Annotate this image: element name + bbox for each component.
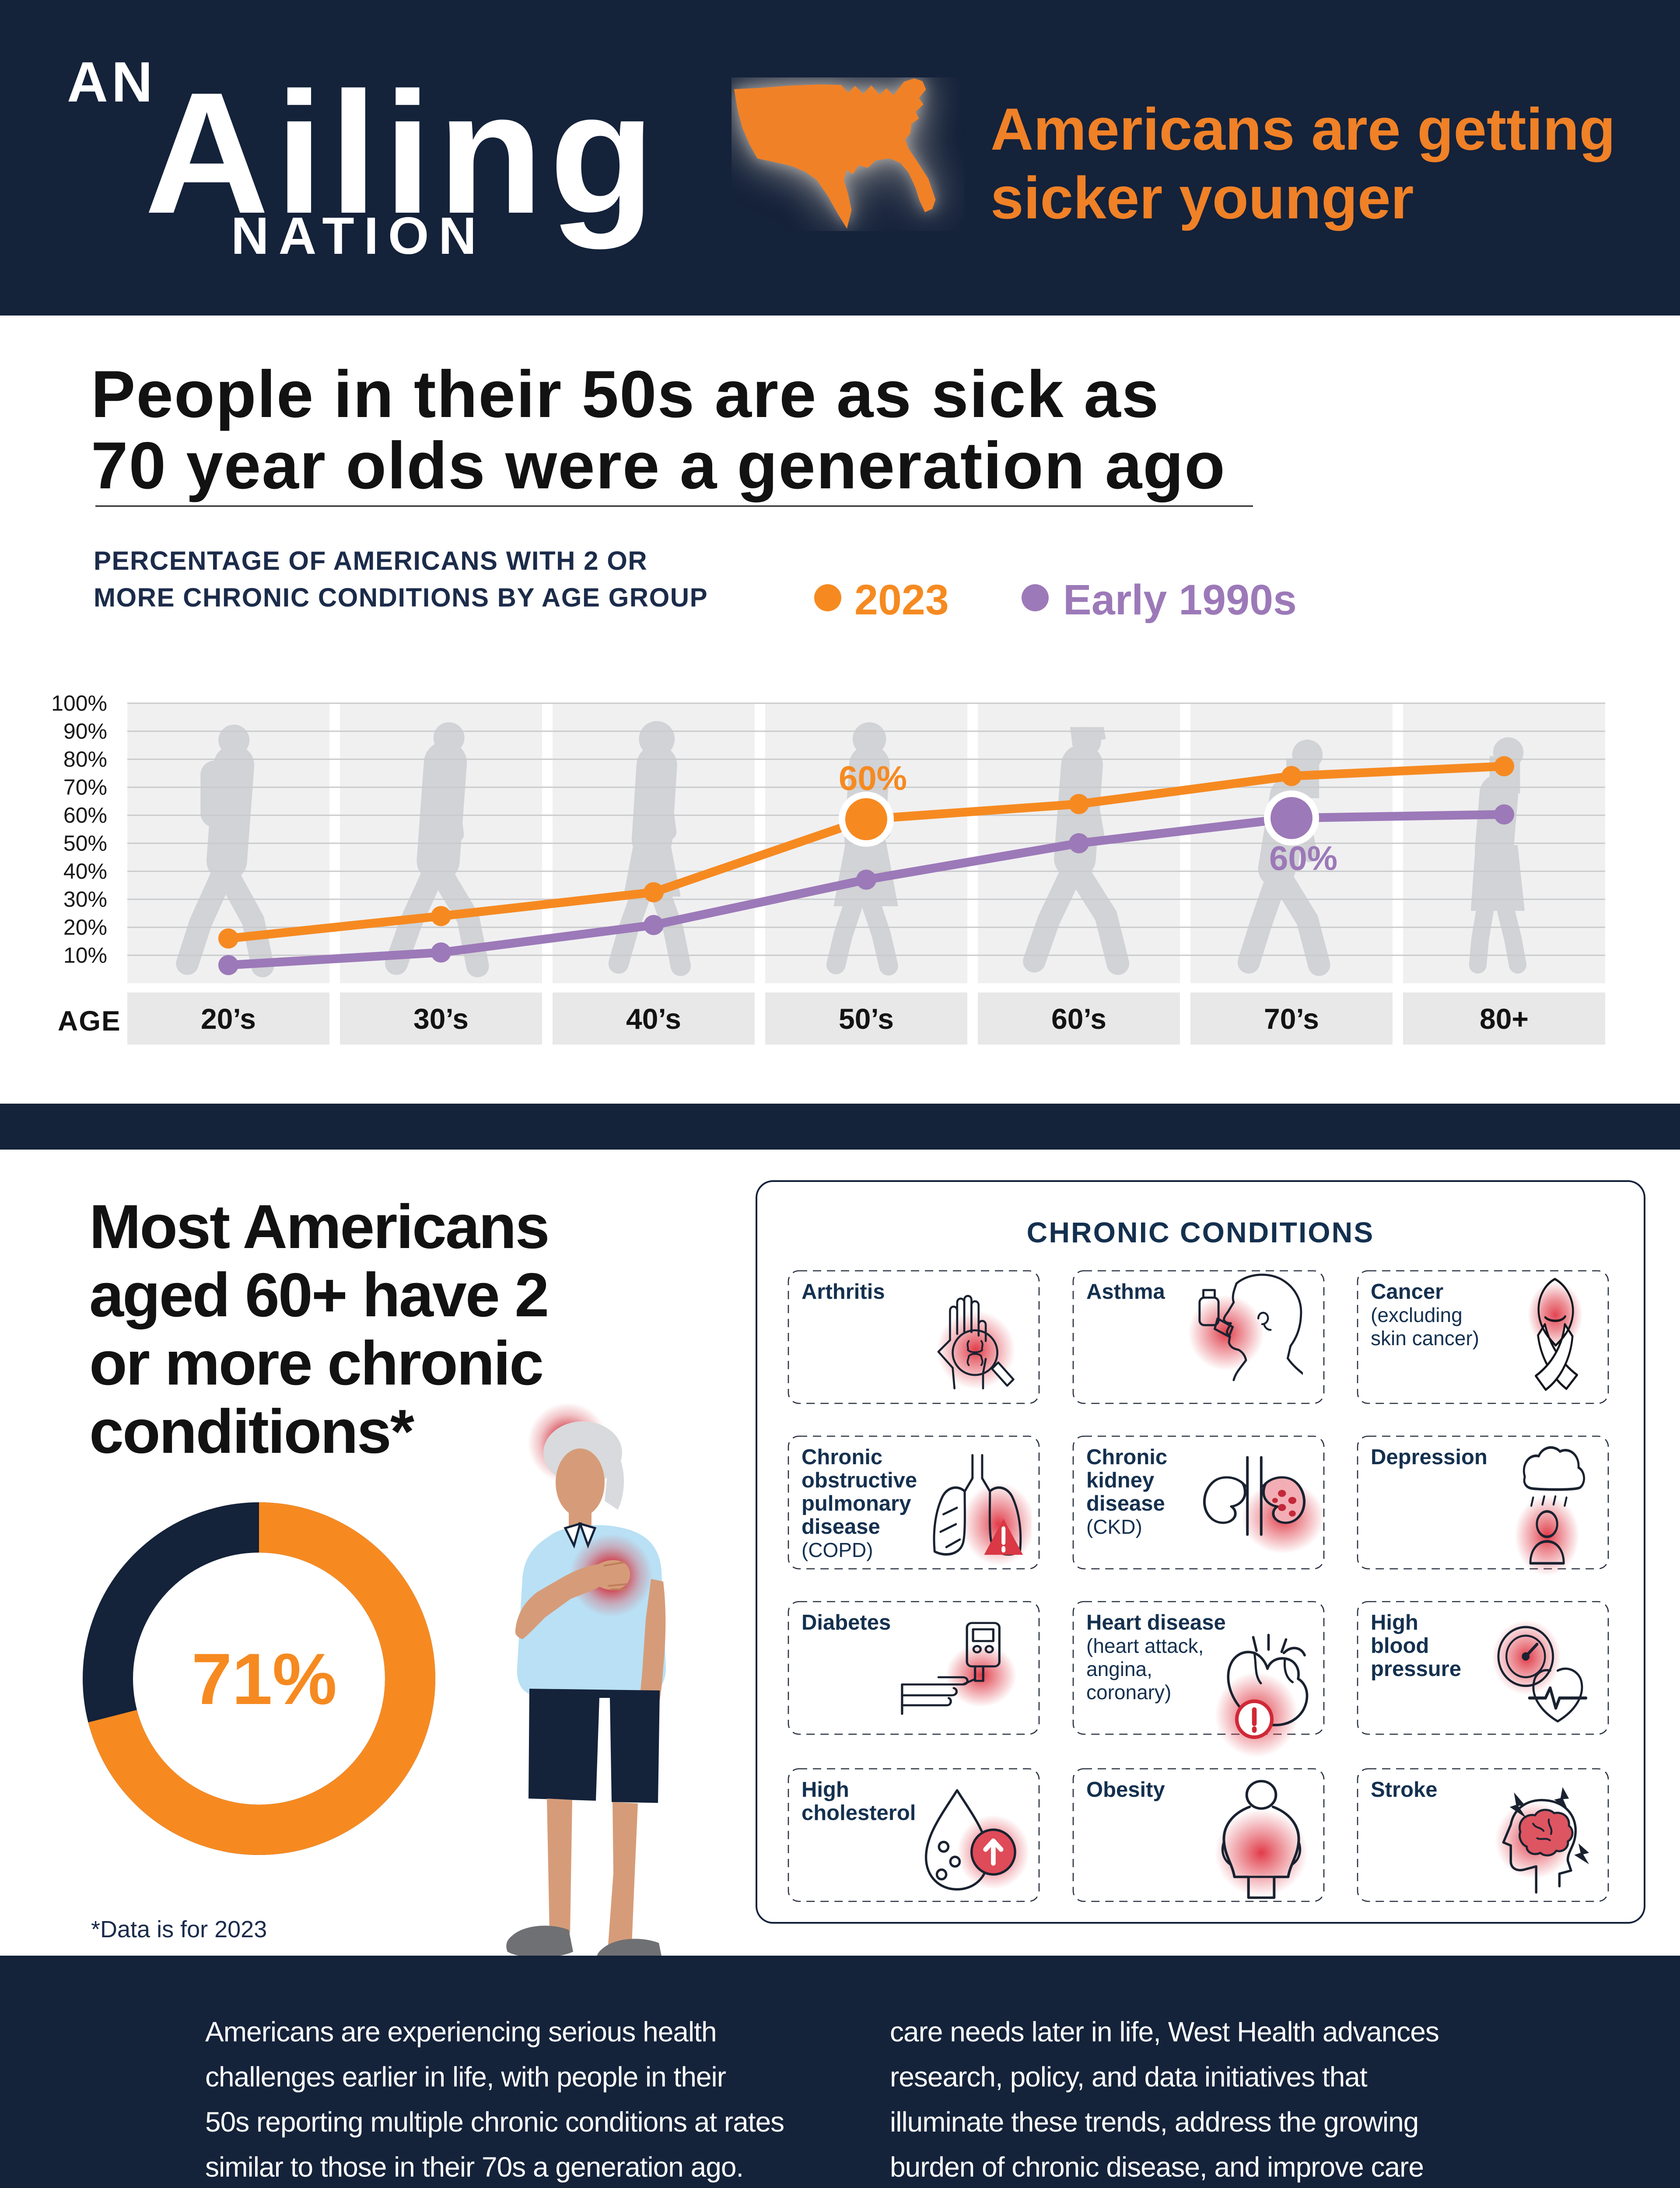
svg-text:71%: 71%	[192, 1639, 337, 1720]
